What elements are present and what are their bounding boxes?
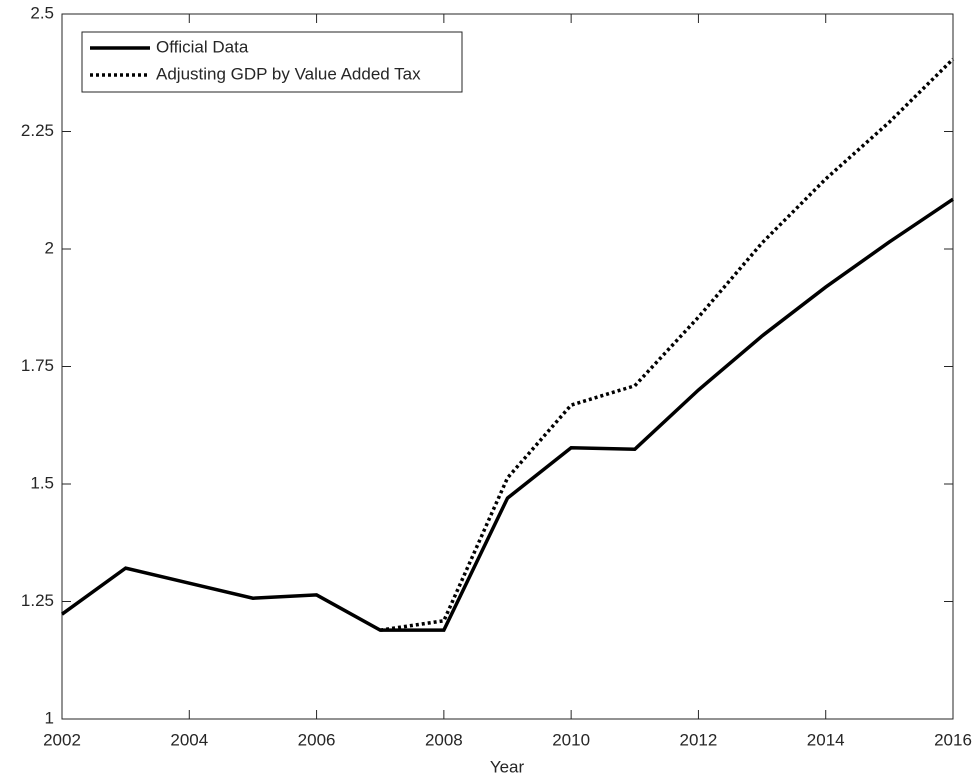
legend-label: Official Data (156, 37, 249, 56)
y-tick-label: 1.75 (21, 356, 54, 375)
x-tick-label: 2010 (552, 730, 590, 749)
y-tick-label: 2 (45, 238, 54, 257)
data-line (379, 57, 955, 632)
plot-frame (61, 13, 954, 720)
x-tick-label: 2008 (425, 730, 463, 749)
y-tick-label: 2.5 (30, 3, 54, 22)
x-tick-label: 2006 (298, 730, 336, 749)
data-line (60, 197, 954, 632)
x-tick-label: 2004 (170, 730, 208, 749)
legend-box (81, 31, 463, 93)
x-axis-label: Year (490, 757, 525, 776)
y-tick-label: 1 (45, 708, 54, 727)
legend-label: Adjusting GDP by Value Added Tax (156, 64, 421, 83)
y-tick-label: 1.25 (21, 591, 54, 610)
x-tick-label: 2016 (934, 730, 972, 749)
x-tick-label: 2002 (43, 730, 81, 749)
y-tick-label: 2.25 (21, 121, 54, 140)
x-tick-label: 2014 (807, 730, 845, 749)
y-tick-label: 1.5 (30, 473, 54, 492)
x-tick-label: 2012 (680, 730, 718, 749)
